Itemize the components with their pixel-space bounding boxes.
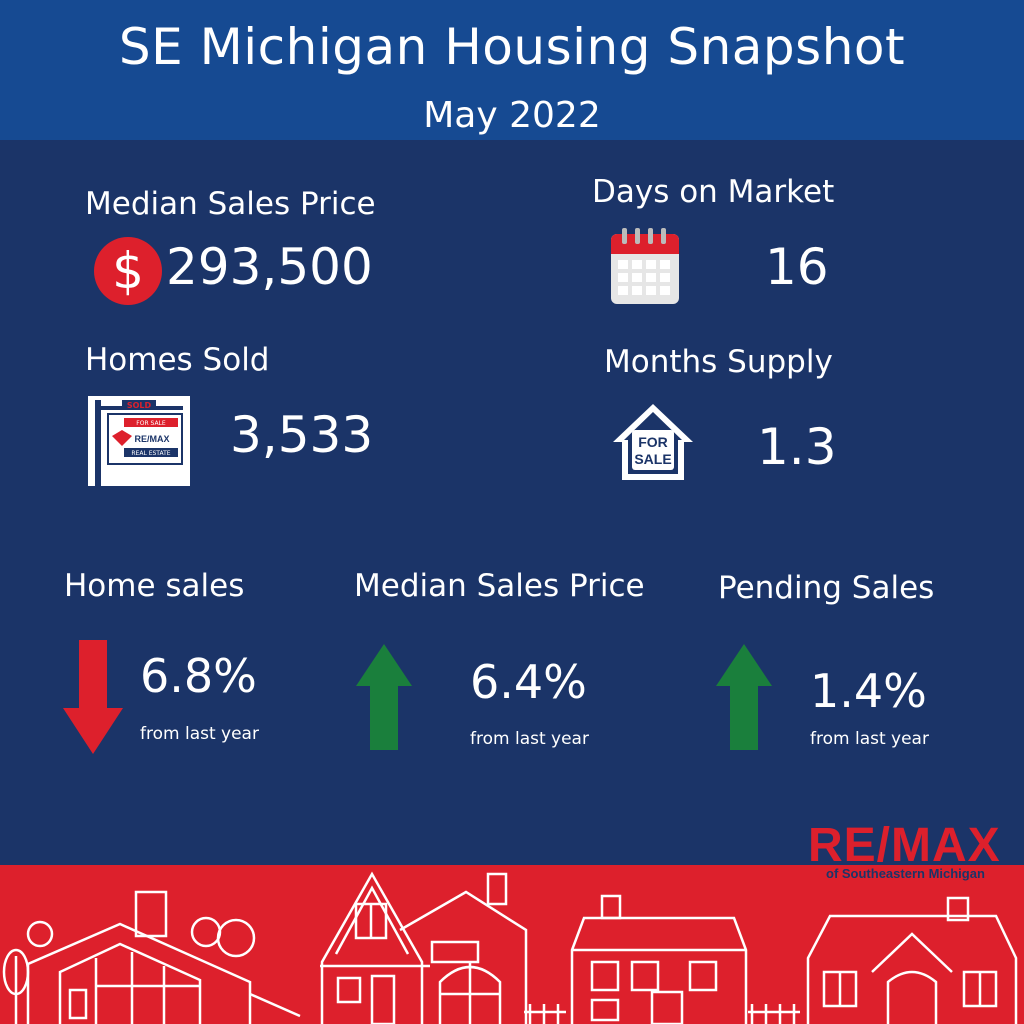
arrow-up-icon [356, 644, 412, 750]
change-median-price-note: from last year [470, 729, 589, 749]
sign-sub-text: REAL ESTATE [131, 450, 170, 457]
months-supply-label: Months Supply [604, 344, 833, 380]
houses-illustration [2, 871, 1018, 1024]
homes-sold-label: Homes Sold [85, 342, 270, 378]
months-supply-value: 1.3 [757, 418, 837, 476]
page-title: SE Michigan Housing Snapshot [118, 18, 906, 76]
median-price-value: 293,500 [166, 238, 373, 296]
change-pending-sales-label: Pending Sales [718, 570, 935, 606]
arrow-down-icon [63, 640, 123, 754]
change-median-price-value: 6.4% [470, 655, 587, 709]
sign-brand-text: RE/MAX [134, 434, 169, 444]
sign-sold-text: SOLD [127, 401, 152, 410]
house-sign-for: FOR [638, 434, 668, 450]
svg-text:$: $ [112, 242, 144, 300]
change-median-price-label: Median Sales Price [354, 568, 645, 604]
change-pending-sales-note: from last year [810, 729, 929, 749]
for-sale-house-icon: FOR SALE [613, 404, 693, 480]
page-subtitle: May 2022 [423, 95, 601, 136]
arrow-up-icon [716, 644, 772, 750]
median-price-label: Median Sales Price [85, 186, 376, 222]
days-on-market-value: 16 [765, 238, 829, 296]
header-banner [0, 0, 1024, 140]
days-on-market-label: Days on Market [592, 174, 835, 210]
change-pending-sales-value: 1.4% [810, 664, 927, 718]
dollar-icon: $ [94, 237, 162, 305]
sold-sign-icon: SOLD FOR SALE RE/MAX REAL ESTATE [88, 396, 190, 486]
change-home-sales-note: from last year [140, 724, 259, 744]
calendar-icon [611, 228, 679, 304]
change-home-sales-value: 6.8% [140, 649, 257, 703]
remax-logo: RE/MAX [808, 819, 1001, 872]
footer-banner [0, 865, 1024, 1024]
house-sign-sale: SALE [634, 451, 671, 467]
sign-for-sale-text: FOR SALE [136, 420, 166, 427]
change-home-sales-label: Home sales [64, 568, 245, 604]
homes-sold-value: 3,533 [230, 406, 374, 464]
remax-logo-subtitle: of Southeastern Michigan [826, 866, 985, 881]
